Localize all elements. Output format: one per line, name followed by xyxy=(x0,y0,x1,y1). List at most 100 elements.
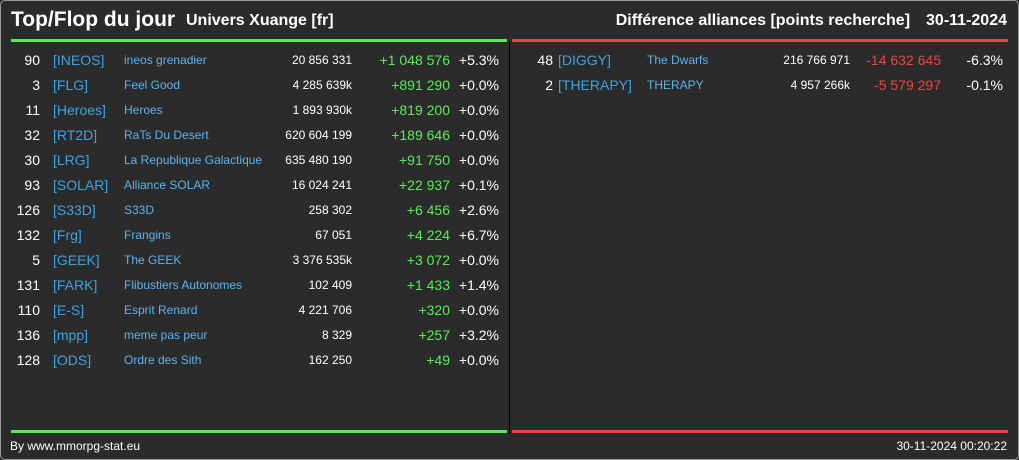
alliance-name-link[interactable]: Frangins xyxy=(124,228,171,242)
alliance-tag-link[interactable]: [Heroes] xyxy=(53,102,106,118)
table-row: 90 [INEOS] ineos grenadier 20 856 331 +1 048… xyxy=(0,48,509,73)
alliance-tag-link[interactable]: [DIGGY] xyxy=(558,52,611,68)
alliance-tag-link[interactable]: [INEOS] xyxy=(53,52,105,68)
table-row: 5 [GEEK] The GEEK 3 376 535k +3 072 +0.0% xyxy=(0,248,509,273)
diff-cell: +320 xyxy=(418,302,450,318)
points-cell: 102 409 xyxy=(308,278,352,292)
rank-cell: 93 xyxy=(24,177,40,193)
alliance-tag-link[interactable]: [FARK] xyxy=(53,277,98,293)
alliance-name-link[interactable]: Alliance SOLAR xyxy=(124,178,211,192)
table-row: 30 [LRG] La Republique Galactique 635 480 1… xyxy=(0,148,509,173)
alliance-name-link[interactable]: ineos grenadier xyxy=(124,53,207,67)
points-cell: 16 024 241 xyxy=(291,178,352,192)
diff-cell: +1 048 576 xyxy=(379,52,450,68)
category-label: Différence alliances [points recherche] xyxy=(615,12,911,29)
alliance-name-link[interactable]: Flibustiers Autonomes xyxy=(124,278,243,292)
rank-cell: 128 xyxy=(16,352,40,368)
points-cell: 635 480 190 xyxy=(285,153,352,167)
diff-cell: +4 224 xyxy=(406,227,450,243)
alliance-name-link[interactable]: meme pas peur xyxy=(124,328,208,342)
table-row: 32 [RT2D] RaTs Du Desert 620 604 199 +189 64… xyxy=(0,123,509,148)
top-header-line xyxy=(11,39,507,42)
rank-cell: 2 xyxy=(545,77,553,93)
alliance-tag-link[interactable]: [LRG] xyxy=(53,152,90,168)
diff-cell: +6 456 xyxy=(406,202,450,218)
top-table: 90 [INEOS] ineos grenadier 20 856 331 +1 048… xyxy=(0,48,509,378)
diff-cell: +22 937 xyxy=(399,177,450,193)
table-row: 126 [S33D] S33D 258 302 +6 456 +2.6% xyxy=(0,198,509,223)
alliance-name-link[interactable]: La Republique Galactique xyxy=(124,153,263,167)
diff-cell: +3 072 xyxy=(406,252,450,268)
universe-label: Univers Xuange [fr] xyxy=(186,12,334,29)
points-cell: 258 302 xyxy=(308,203,352,217)
alliance-name-link[interactable]: Esprit Renard xyxy=(124,303,198,317)
table-row: 131 [FARK] Flibustiers Autonomes 102 409 +1 … xyxy=(0,273,509,298)
alliance-name-link[interactable]: S33D xyxy=(124,203,155,217)
percent-cell: +3.2% xyxy=(458,327,499,343)
diff-cell: +1 433 xyxy=(406,277,450,293)
alliance-name-link[interactable]: Feel Good xyxy=(124,78,181,92)
rank-cell: 3 xyxy=(32,77,40,93)
table-row: 2 [THERAPY] THERAPY 4 957 266k -5 579 297 -0.… xyxy=(510,73,1019,98)
alliance-name-link[interactable]: Heroes xyxy=(124,103,163,117)
diff-cell: -14 632 645 xyxy=(866,52,941,68)
alliance-tag-link[interactable]: [mpp] xyxy=(53,327,89,343)
table-row: 110 [E-S] Esprit Renard 4 221 706 +320 +0.0% xyxy=(0,298,509,323)
percent-cell: +2.6% xyxy=(458,202,499,218)
percent-cell: +0.1% xyxy=(458,177,499,193)
top-footer-line xyxy=(11,430,507,433)
table-row: 3 [FLG] Feel Good 4 285 639k +891 290 +0.0% xyxy=(0,73,509,98)
table-row: 48 [DIGGY] The Dwarfs 216 766 971 -14 632 64… xyxy=(510,48,1019,73)
rank-cell: 90 xyxy=(24,52,40,68)
alliance-tag-link[interactable]: [THERAPY] xyxy=(558,77,632,93)
page-title: Top/Flop du jour xyxy=(11,8,176,31)
alliance-tag-link[interactable]: [FLG] xyxy=(53,77,89,93)
flop-header-line xyxy=(512,39,1008,42)
column-divider xyxy=(509,41,510,434)
alliance-tag-link[interactable]: [E-S] xyxy=(53,302,85,318)
points-cell: 3 376 535k xyxy=(292,253,352,267)
alliance-name-link[interactable]: The GEEK xyxy=(124,253,182,267)
rank-cell: 32 xyxy=(24,127,40,143)
table-row: 11 [Heroes] Heroes 1 893 930k +819 200 +0.0% xyxy=(0,98,509,123)
diff-cell: +891 290 xyxy=(391,77,450,93)
percent-cell: -6.3% xyxy=(966,52,1003,68)
points-cell: 4 221 706 xyxy=(298,303,352,317)
alliance-name-link[interactable]: THERAPY xyxy=(647,78,704,92)
percent-cell: +0.0% xyxy=(458,252,499,268)
rank-cell: 110 xyxy=(17,302,40,318)
diff-cell: +189 646 xyxy=(391,127,450,143)
percent-cell: +0.0% xyxy=(458,152,499,168)
alliance-tag-link[interactable]: [ODS] xyxy=(53,352,92,368)
header: Top/Flop du jour Univers Xuange [fr] Dif… xyxy=(0,0,1019,38)
diff-cell: +257 xyxy=(418,327,450,343)
rank-cell: 11 xyxy=(25,102,40,118)
rank-cell: 5 xyxy=(32,252,40,268)
alliance-tag-link[interactable]: [S33D] xyxy=(53,202,96,218)
table-row: 136 [mpp] meme pas peur 8 329 +257 +3.2% xyxy=(0,323,509,348)
percent-cell: -0.1% xyxy=(966,77,1003,93)
rank-cell: 48 xyxy=(537,52,553,68)
diff-cell: -5 579 297 xyxy=(874,77,941,93)
alliance-tag-link[interactable]: [GEEK] xyxy=(53,252,100,268)
rank-cell: 132 xyxy=(16,227,40,243)
footer-timestamp: 30-11-2024 00:20:22 xyxy=(896,439,1007,453)
alliance-tag-link[interactable]: [Frg] xyxy=(53,227,82,243)
percent-cell: +0.0% xyxy=(458,127,499,143)
diff-cell: +91 750 xyxy=(399,152,450,168)
header-date: 30-11-2024 xyxy=(926,12,1007,29)
rank-cell: 126 xyxy=(16,202,40,218)
alliance-name-link[interactable]: RaTs Du Desert xyxy=(124,128,209,142)
points-cell: 20 856 331 xyxy=(291,53,352,67)
diff-cell: +49 xyxy=(426,352,450,368)
alliance-name-link[interactable]: Ordre des Sith xyxy=(124,353,202,367)
table-row: 128 [ODS] Ordre des Sith 162 250 +49 +0.0% xyxy=(0,348,509,373)
points-cell: 8 329 xyxy=(321,328,352,342)
alliance-tag-link[interactable]: [SOLAR] xyxy=(53,177,109,193)
percent-cell: +0.0% xyxy=(458,352,499,368)
points-cell: 4 957 266k xyxy=(790,78,850,92)
alliance-tag-link[interactable]: [RT2D] xyxy=(53,127,98,143)
alliance-name-link[interactable]: The Dwarfs xyxy=(647,53,709,67)
rank-cell: 131 xyxy=(16,277,40,293)
points-cell: 620 604 199 xyxy=(285,128,352,142)
